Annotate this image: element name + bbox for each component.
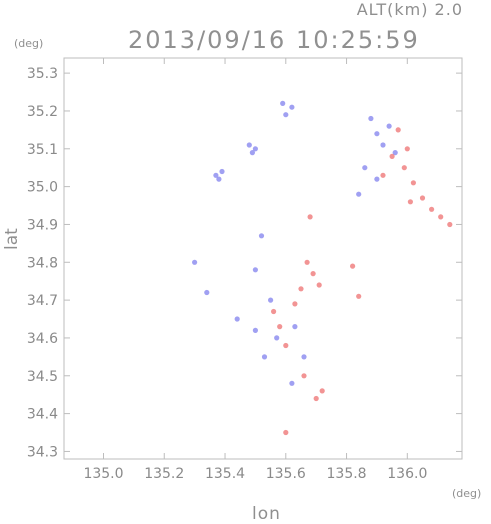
data-point-s1-25 (283, 429, 289, 436)
y-tick-label: 34.4 (27, 407, 58, 423)
data-point-s1-6 (271, 308, 277, 315)
data-point-s1-3 (298, 286, 304, 292)
data-point-s0-16 (356, 191, 362, 197)
x-axis-unit: (deg) (452, 487, 482, 500)
y-tick-label: 35.0 (27, 180, 58, 196)
data-point-s0-21 (252, 327, 258, 333)
data-point-s1-1 (310, 271, 316, 277)
y-tick-label: 35.2 (27, 104, 58, 120)
data-point-s0-14 (362, 165, 368, 171)
data-point-s1-7 (283, 342, 289, 349)
y-tick-label: 34.6 (27, 331, 58, 347)
x-tick-label: 135.4 (205, 466, 245, 482)
data-point-s0-24 (301, 354, 307, 360)
data-point-s0-17 (258, 233, 265, 239)
data-point-s1-21 (404, 146, 410, 152)
data-point-s0-8 (289, 104, 295, 110)
data-point-s1-2 (316, 282, 322, 288)
x-axis-label: lon (252, 504, 281, 524)
data-point-s0-13 (392, 150, 398, 156)
x-tick-label: 136.0 (387, 466, 427, 482)
data-point-s0-27 (234, 316, 240, 322)
data-point-s1-22 (356, 293, 362, 299)
data-point-s1-24 (307, 214, 313, 220)
y-tick-label: 34.5 (27, 369, 58, 385)
y-tick-label: 34.7 (27, 293, 58, 309)
data-point-s0-5 (249, 150, 255, 156)
data-point-s1-23 (350, 263, 356, 269)
data-point-s1-13 (419, 195, 426, 201)
data-point-s0-22 (261, 354, 268, 360)
data-point-s0-7 (283, 112, 289, 118)
x-tick-label: 135.2 (144, 466, 184, 482)
data-point-s0-11 (368, 115, 374, 122)
data-point-s1-0 (304, 259, 310, 265)
data-point-s0-4 (252, 146, 258, 152)
data-point-s1-11 (401, 165, 407, 171)
data-point-s0-0 (213, 172, 219, 178)
data-point-s0-10 (380, 142, 386, 148)
altitude-label: ALT(km) 2.0 (356, 0, 463, 19)
y-tick-label: 35.3 (27, 66, 58, 82)
y-tick-label: 34.8 (27, 255, 58, 271)
plot-frame (63, 57, 463, 460)
data-point-s1-5 (277, 324, 283, 330)
data-point-s0-25 (192, 259, 198, 265)
data-point-s1-16 (447, 221, 453, 228)
chart-datetime-title: 2013/09/16 10:25:59 (128, 26, 420, 54)
data-point-s0-20 (274, 335, 280, 341)
data-point-s0-6 (280, 100, 286, 106)
data-point-s1-20 (395, 127, 401, 133)
x-tick-label: 135.0 (83, 466, 123, 482)
data-point-s0-15 (374, 176, 380, 182)
y-tick-label: 34.9 (27, 217, 58, 233)
data-point-s1-18 (389, 153, 395, 159)
x-tick-label: 135.6 (266, 466, 306, 482)
data-point-s0-18 (252, 267, 258, 273)
data-point-s0-19 (268, 297, 274, 303)
data-point-s0-9 (374, 131, 380, 137)
data-point-s1-17 (407, 199, 413, 205)
data-point-s0-1 (219, 168, 225, 175)
data-point-s1-4 (292, 301, 298, 307)
data-point-s1-19 (380, 172, 386, 178)
y-tick-label: 34.3 (27, 444, 58, 460)
data-point-s0-12 (386, 123, 392, 129)
data-point-s0-3 (246, 142, 252, 148)
data-point-s1-15 (438, 214, 444, 220)
y-axis-unit: (deg) (14, 37, 44, 50)
data-point-s1-9 (319, 388, 325, 394)
data-point-s1-14 (429, 206, 435, 212)
data-point-s1-10 (313, 395, 319, 402)
data-point-s1-12 (410, 180, 416, 186)
data-point-s0-2 (216, 176, 222, 182)
y-tick-label: 35.1 (27, 142, 58, 158)
data-point-s0-28 (289, 380, 295, 386)
data-point-s0-23 (292, 324, 298, 330)
data-point-s0-26 (204, 289, 210, 296)
x-tick-label: 135.8 (327, 466, 367, 482)
data-point-s1-8 (301, 373, 307, 379)
